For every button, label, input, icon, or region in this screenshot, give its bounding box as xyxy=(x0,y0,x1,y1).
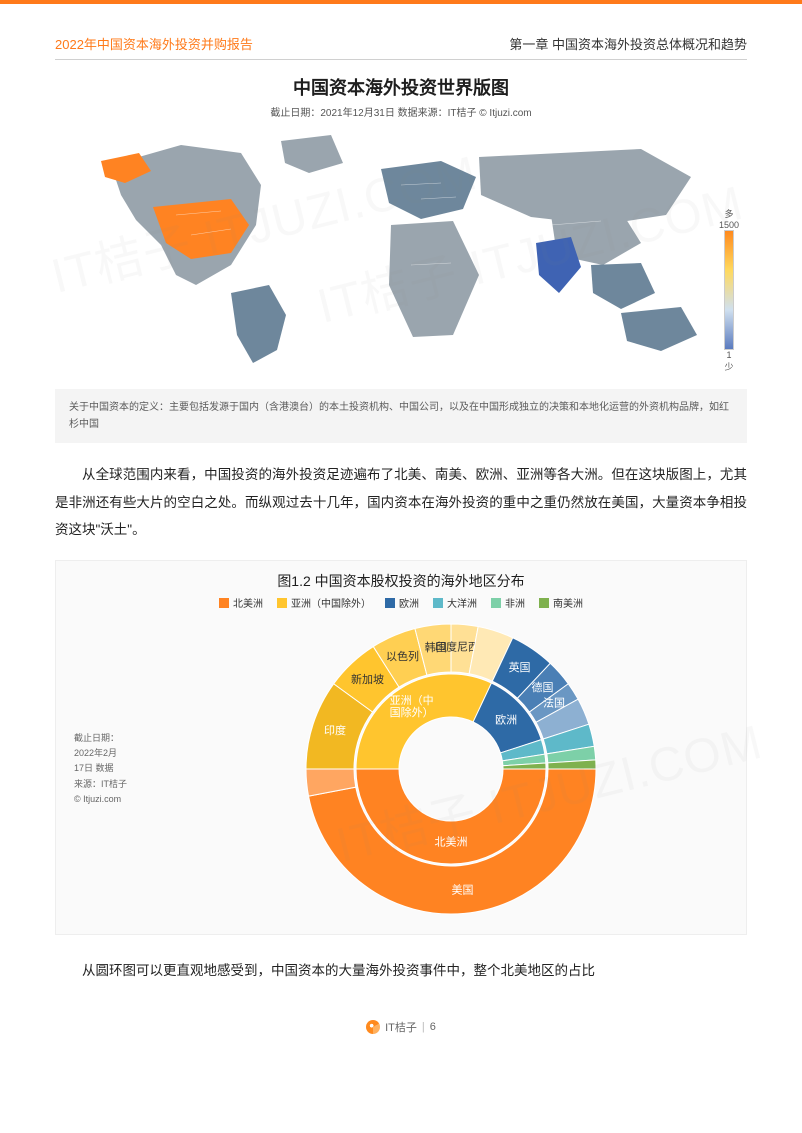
legend-swatch xyxy=(491,598,501,608)
legend-label: 欧洲 xyxy=(399,595,419,610)
slice-label: 法国 xyxy=(543,696,565,710)
legend-swatch xyxy=(277,598,287,608)
page-footer: IT桔子 | 6 xyxy=(55,1001,747,1037)
donut-meta-line: 来源：IT桔子 xyxy=(74,777,176,792)
se-asia xyxy=(591,263,655,309)
legend-max: 1500 xyxy=(719,220,739,230)
legend-min: 1 xyxy=(726,350,731,360)
donut-meta: 截止日期：2022年2月17日 数据来源：IT桔子© Itjuzi.com xyxy=(56,731,176,807)
africa xyxy=(389,221,479,337)
legend-item: 亚洲（中国除外） xyxy=(277,595,371,610)
donut-legend: 北美洲 亚洲（中国除外） 欧洲 大洋洲 非洲 南美洲 xyxy=(56,595,746,614)
legend-label: 大洋洲 xyxy=(447,595,477,610)
donut-title: 图1.2 中国资本股权投资的海外地区分布 xyxy=(56,565,746,595)
world-map-block: 中国资本海外投资世界版图 截止日期：2021年12月31日 数据来源：IT桔子 … xyxy=(55,72,747,443)
legend-swatch xyxy=(539,598,549,608)
legend-item: 南美洲 xyxy=(539,595,583,610)
slice-label: 美国 xyxy=(451,883,473,896)
legend-label: 亚洲（中国除外） xyxy=(291,595,371,610)
donut-chart-block: 图1.2 中国资本股权投资的海外地区分布 北美洲亚洲（中国除外）欧洲大洋洲非洲南… xyxy=(55,560,747,935)
donut-meta-line: 17日 数据 xyxy=(74,761,176,776)
legend-item: 欧洲 xyxy=(385,595,419,610)
slice-label: 北美洲 xyxy=(435,835,468,848)
slice-label: 印度 xyxy=(324,723,346,737)
itjuzi-logo-icon xyxy=(366,1020,380,1034)
slice-label: 国除外） xyxy=(390,705,434,719)
legend-swatch xyxy=(433,598,443,608)
map-subtitle: 截止日期：2021年12月31日 数据来源：IT桔子 © Itjuzi.com xyxy=(55,104,747,125)
legend-bottom-label: 少 xyxy=(724,360,733,373)
legend-item: 非洲 xyxy=(491,595,525,610)
page-header: 2022年中国资本海外投资并购报告 第一章 中国资本海外投资总体概况和趋势 xyxy=(55,34,747,60)
australia xyxy=(621,307,697,351)
legend-label: 南美洲 xyxy=(553,595,583,610)
legend-swatch xyxy=(219,598,229,608)
body-paragraph-1: 从全球范围内来看，中国投资的海外投资足迹遍布了北美、南美、欧洲、亚洲等各大洲。但… xyxy=(55,461,747,544)
donut-meta-line: 2022年2月 xyxy=(74,746,176,761)
europe xyxy=(381,161,476,219)
map-footnote: 关于中国资本的定义：主要包括发源于国内（含港澳台）的本土投资机构、中国公司，以及… xyxy=(55,389,747,443)
footer-page-number: 6 xyxy=(430,1021,436,1033)
slice-label: 英国 xyxy=(509,660,531,674)
donut-meta-line: 截止日期： xyxy=(74,731,176,746)
slice-label: 欧洲 xyxy=(495,713,517,726)
greenland xyxy=(281,135,343,173)
donut-svg: 北美洲亚洲（中国除外）欧洲美国印度新加坡以色列韩国印度尼西亚英国德国法国 xyxy=(251,614,671,924)
legend-item: 大洋洲 xyxy=(433,595,477,610)
slice-label: 亚洲（中 xyxy=(390,694,434,707)
legend-swatch xyxy=(385,598,395,608)
donut-meta-line: © Itjuzi.com xyxy=(74,792,176,807)
legend-label: 北美洲 xyxy=(233,595,263,610)
legend-gradient-bar xyxy=(724,230,734,350)
legend-label: 非洲 xyxy=(505,595,525,610)
slice-label: 新加坡 xyxy=(351,672,384,686)
body-paragraph-2: 从圆环图可以更直观地感受到，中国资本的大量海外投资事件中，整个北美地区的占比 xyxy=(55,957,747,985)
map-color-legend: 多 1500 1 少 xyxy=(717,207,741,373)
header-doc-title: 2022年中国资本海外投资并购报告 xyxy=(55,34,253,53)
world-map-svg xyxy=(55,125,747,365)
south-america xyxy=(231,285,286,363)
header-chapter: 第一章 中国资本海外投资总体概况和趋势 xyxy=(509,34,747,53)
map-title: 中国资本海外投资世界版图 xyxy=(55,72,747,104)
slice-label: 以色列 xyxy=(386,649,419,663)
slice-label: 德国 xyxy=(532,680,554,694)
legend-item: 北美洲 xyxy=(219,595,263,610)
legend-top-label: 多 xyxy=(724,207,733,220)
footer-brand: IT桔子 xyxy=(385,1019,417,1035)
